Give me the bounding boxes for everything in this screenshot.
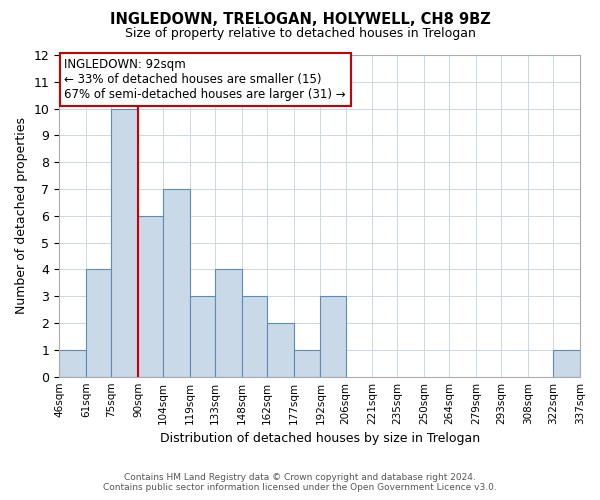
Bar <box>86 270 111 376</box>
Bar <box>163 189 190 376</box>
Text: Size of property relative to detached houses in Trelogan: Size of property relative to detached ho… <box>125 28 475 40</box>
Bar <box>215 270 242 376</box>
Bar <box>138 216 163 376</box>
Bar <box>190 296 215 376</box>
Bar <box>242 296 267 376</box>
Text: INGLEDOWN, TRELOGAN, HOLYWELL, CH8 9BZ: INGLEDOWN, TRELOGAN, HOLYWELL, CH8 9BZ <box>110 12 490 28</box>
Text: INGLEDOWN: 92sqm
← 33% of detached houses are smaller (15)
67% of semi-detached : INGLEDOWN: 92sqm ← 33% of detached house… <box>64 58 346 101</box>
Bar <box>293 350 320 376</box>
Bar <box>111 108 138 376</box>
X-axis label: Distribution of detached houses by size in Trelogan: Distribution of detached houses by size … <box>160 432 479 445</box>
Bar <box>267 323 293 376</box>
Text: Contains HM Land Registry data © Crown copyright and database right 2024.
Contai: Contains HM Land Registry data © Crown c… <box>103 473 497 492</box>
Y-axis label: Number of detached properties: Number of detached properties <box>15 118 28 314</box>
Bar <box>553 350 580 376</box>
Bar <box>320 296 346 376</box>
Bar <box>59 350 86 376</box>
